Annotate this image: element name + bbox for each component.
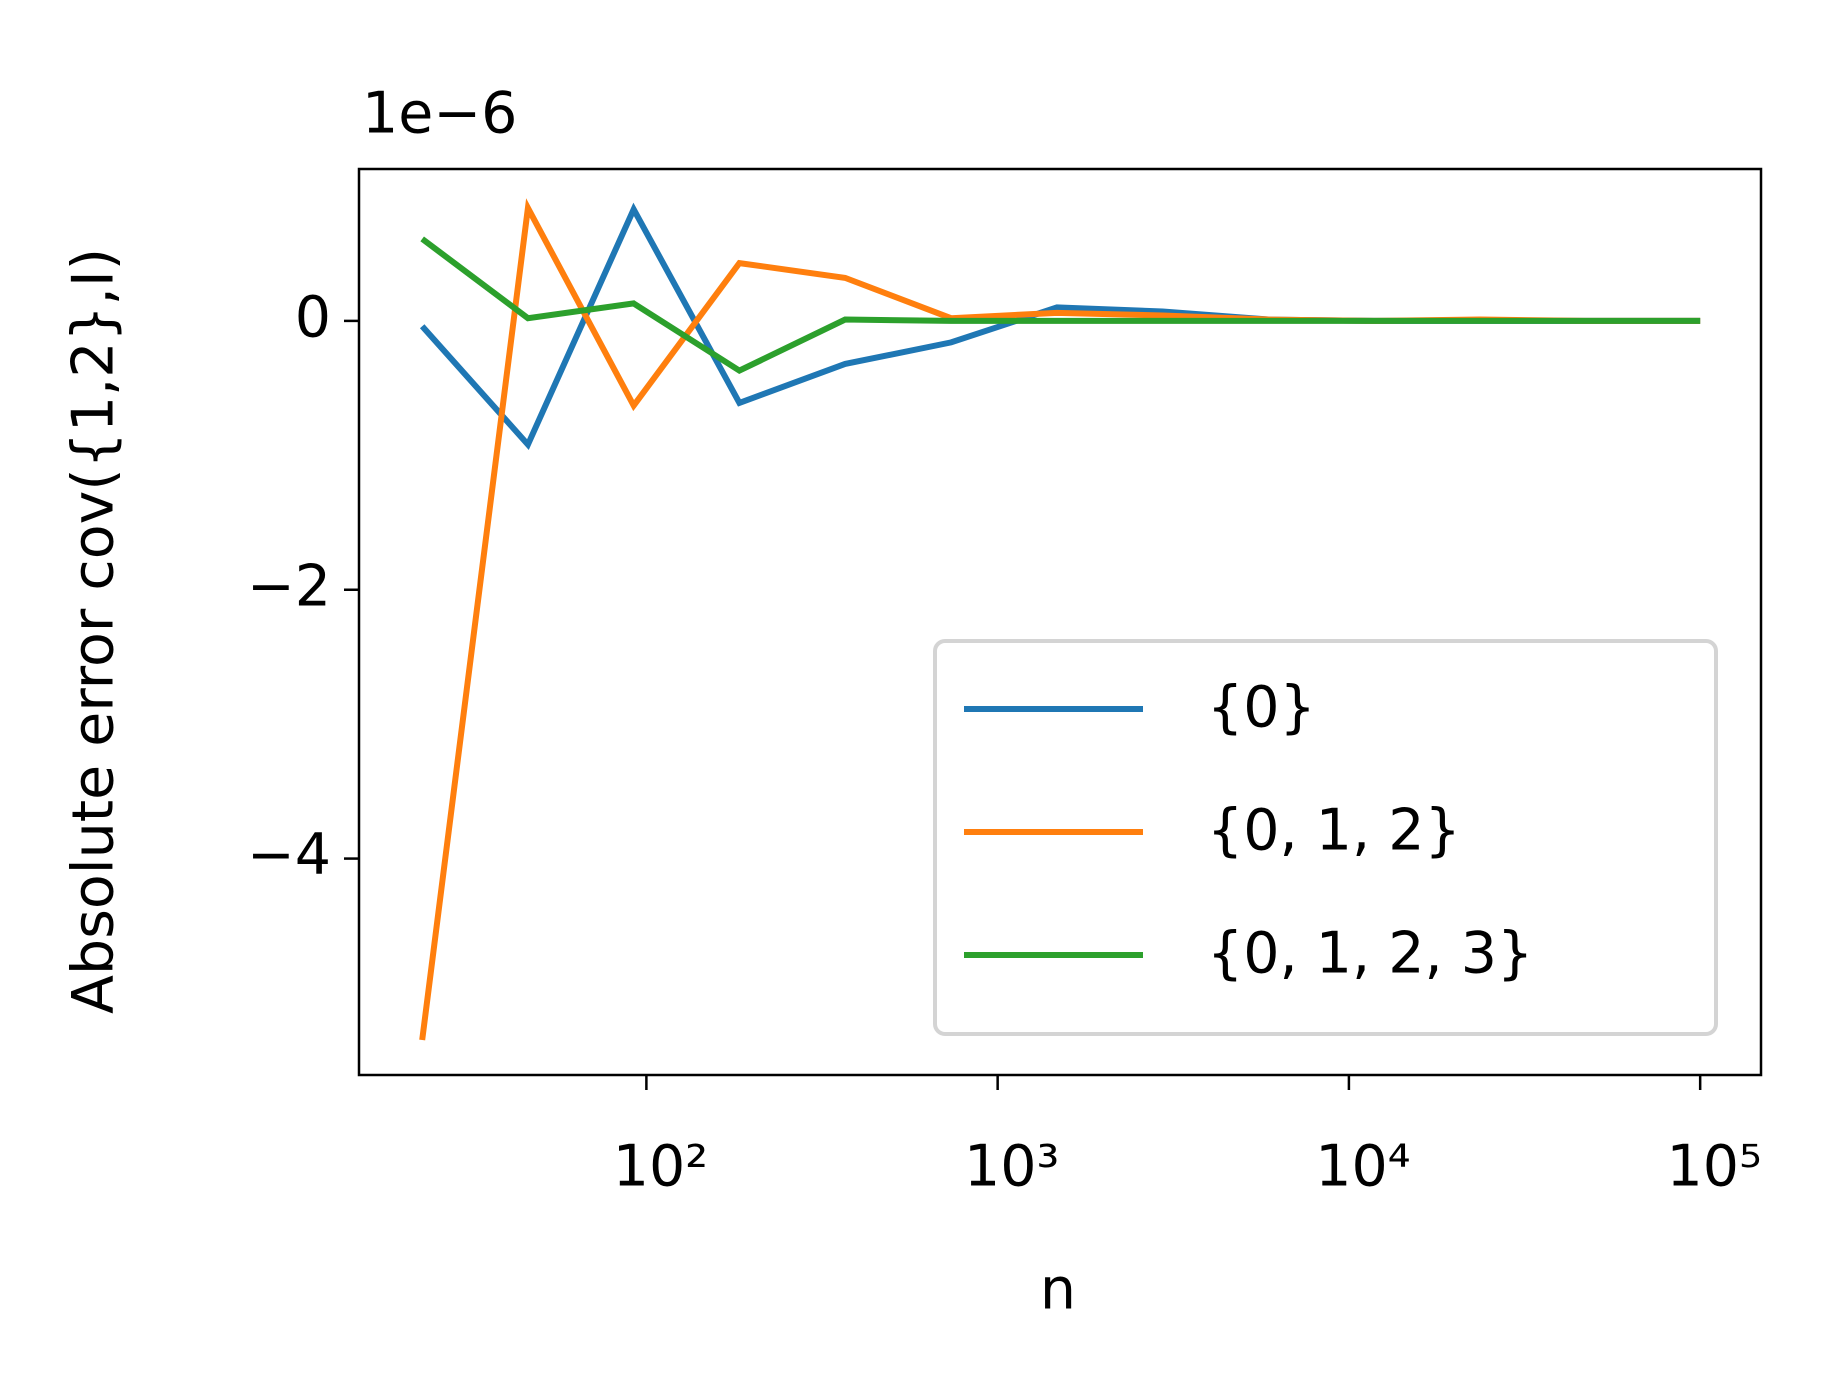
y-tick-label: 0 — [295, 285, 331, 351]
x-tick-label: 10⁵ — [1666, 1134, 1761, 1200]
legend-label: {0} — [1207, 675, 1316, 741]
x-tick-label: 10² — [613, 1134, 708, 1200]
plot-frame — [357, 167, 1763, 1077]
legend: {0} {0, 1, 2} {0, 1, 2, 3} — [933, 639, 1718, 1036]
legend-label: {0, 1, 2, 3} — [1207, 921, 1533, 987]
legend-box — [933, 639, 1718, 1036]
offset-text: 1e−6 — [362, 81, 517, 147]
x-axis-label: n — [1040, 1257, 1076, 1323]
x-tick-label: 10³ — [964, 1134, 1059, 1200]
data-line — [420, 236, 1701, 375]
y-axis-label: Absolute error cov({1,2},I) — [61, 248, 127, 1014]
x-tick-label: 10⁴ — [1315, 1134, 1410, 1200]
data-line — [419, 202, 1701, 451]
y-tick-label: −4 — [247, 822, 331, 888]
legend-label: {0, 1, 2} — [1207, 798, 1461, 864]
y-tick-label: −2 — [247, 553, 331, 619]
